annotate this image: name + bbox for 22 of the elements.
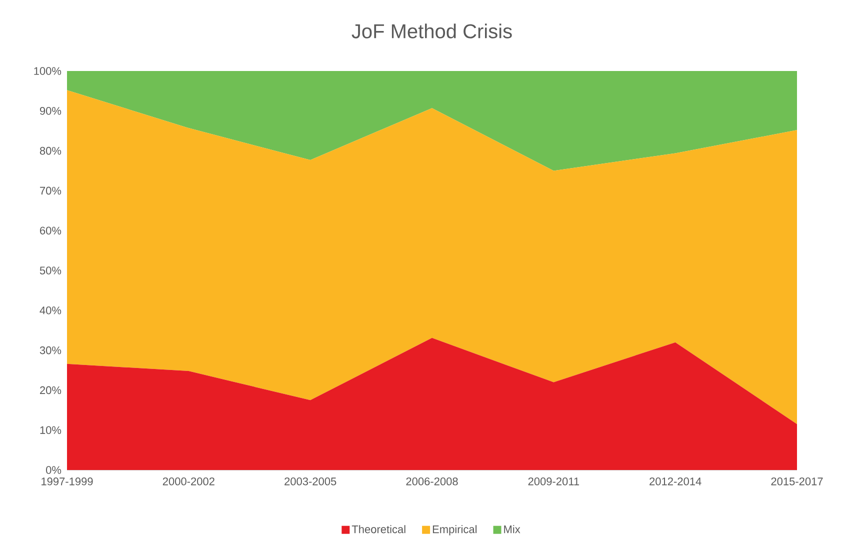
y-tick-label: 20% xyxy=(40,386,62,394)
x-tick-label: 2012-2014 xyxy=(650,478,702,486)
y-tick-label: 40% xyxy=(40,306,62,314)
y-tick-label: 30% xyxy=(40,346,62,354)
chart-title: JoF Method Crisis xyxy=(352,24,512,38)
legend-label: Empirical xyxy=(432,525,477,536)
y-tick-label: 100% xyxy=(34,67,62,75)
y-tick-label: 50% xyxy=(40,266,62,274)
x-tick-label: 2015-2017 xyxy=(771,478,823,486)
y-tick-label: 70% xyxy=(40,186,62,195)
x-tick-label: 2003-2005 xyxy=(284,478,336,486)
y-tick-label: 80% xyxy=(40,146,62,155)
legend-label: Theoretical xyxy=(352,525,406,534)
legend-label: Mix xyxy=(504,525,520,534)
x-tick-label: 2009-2011 xyxy=(528,478,580,486)
y-tick-label: 10% xyxy=(40,426,62,434)
x-tick-label: 1997-1999 xyxy=(42,478,93,486)
x-tick-label: 2006-2008 xyxy=(406,478,458,486)
x-tick-label: 2000-2002 xyxy=(162,478,214,486)
y-tick-label: 0% xyxy=(46,466,62,474)
y-tick-label: 90% xyxy=(40,106,62,115)
y-tick-label: 60% xyxy=(40,226,62,234)
